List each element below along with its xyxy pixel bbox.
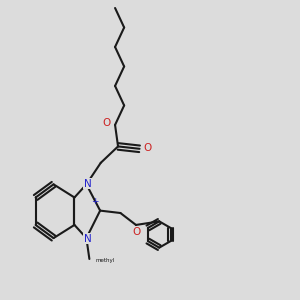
- Text: O: O: [143, 143, 151, 153]
- Text: O: O: [133, 226, 141, 236]
- Text: +: +: [91, 196, 98, 206]
- Text: O: O: [103, 118, 111, 128]
- Text: N: N: [84, 179, 92, 189]
- Text: N: N: [84, 234, 92, 244]
- Text: methyl: methyl: [96, 258, 115, 263]
